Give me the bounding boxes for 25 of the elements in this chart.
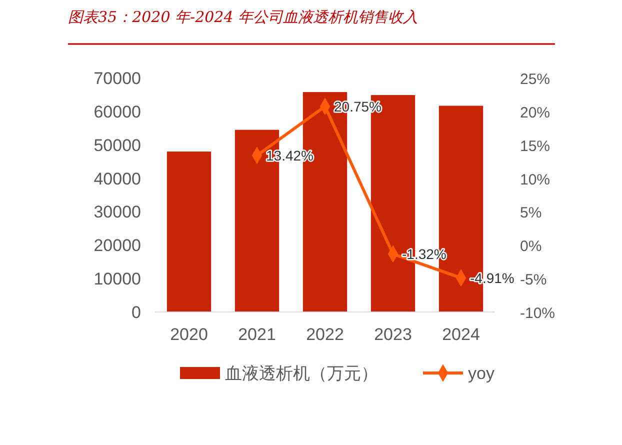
x-tick-label: 2020 [170, 325, 208, 344]
y-tick-label: 0 [132, 303, 141, 322]
y-tick-label: 40000 [94, 169, 141, 188]
y-tick-label: 20000 [94, 236, 141, 256]
x-tick-label: 2024 [442, 325, 480, 344]
y2-tick-label: 5% [520, 204, 542, 222]
x-tick-label: 2022 [306, 325, 344, 344]
y-tick-label: 10000 [94, 270, 141, 289]
y-tick-label: 70000 [94, 69, 141, 88]
y2-tick-label: 25% [520, 71, 550, 88]
y2-tick-label: 20% [520, 104, 550, 122]
y-tick-label: 50000 [94, 136, 141, 155]
chart-title: 图表35：2020 年-2024 年公司血液透析机销售收入 [68, 8, 418, 26]
y2-tick-label: -5% [520, 272, 547, 289]
y-tick-label: 60000 [94, 102, 141, 122]
legend-label: 血液透析机（万元） [225, 364, 378, 383]
bar [166, 152, 212, 312]
x-tick-label: 2023 [374, 325, 412, 344]
y2-tick-label: 15% [520, 138, 550, 155]
y-tick-label: 30000 [94, 202, 141, 222]
y2-tick-label: 0% [520, 238, 542, 256]
x-tick-label: 2021 [238, 325, 276, 344]
legend-label: yoy [468, 364, 495, 383]
y2-tick-label: 10% [520, 171, 550, 188]
y2-tick-label: -10% [520, 305, 556, 322]
